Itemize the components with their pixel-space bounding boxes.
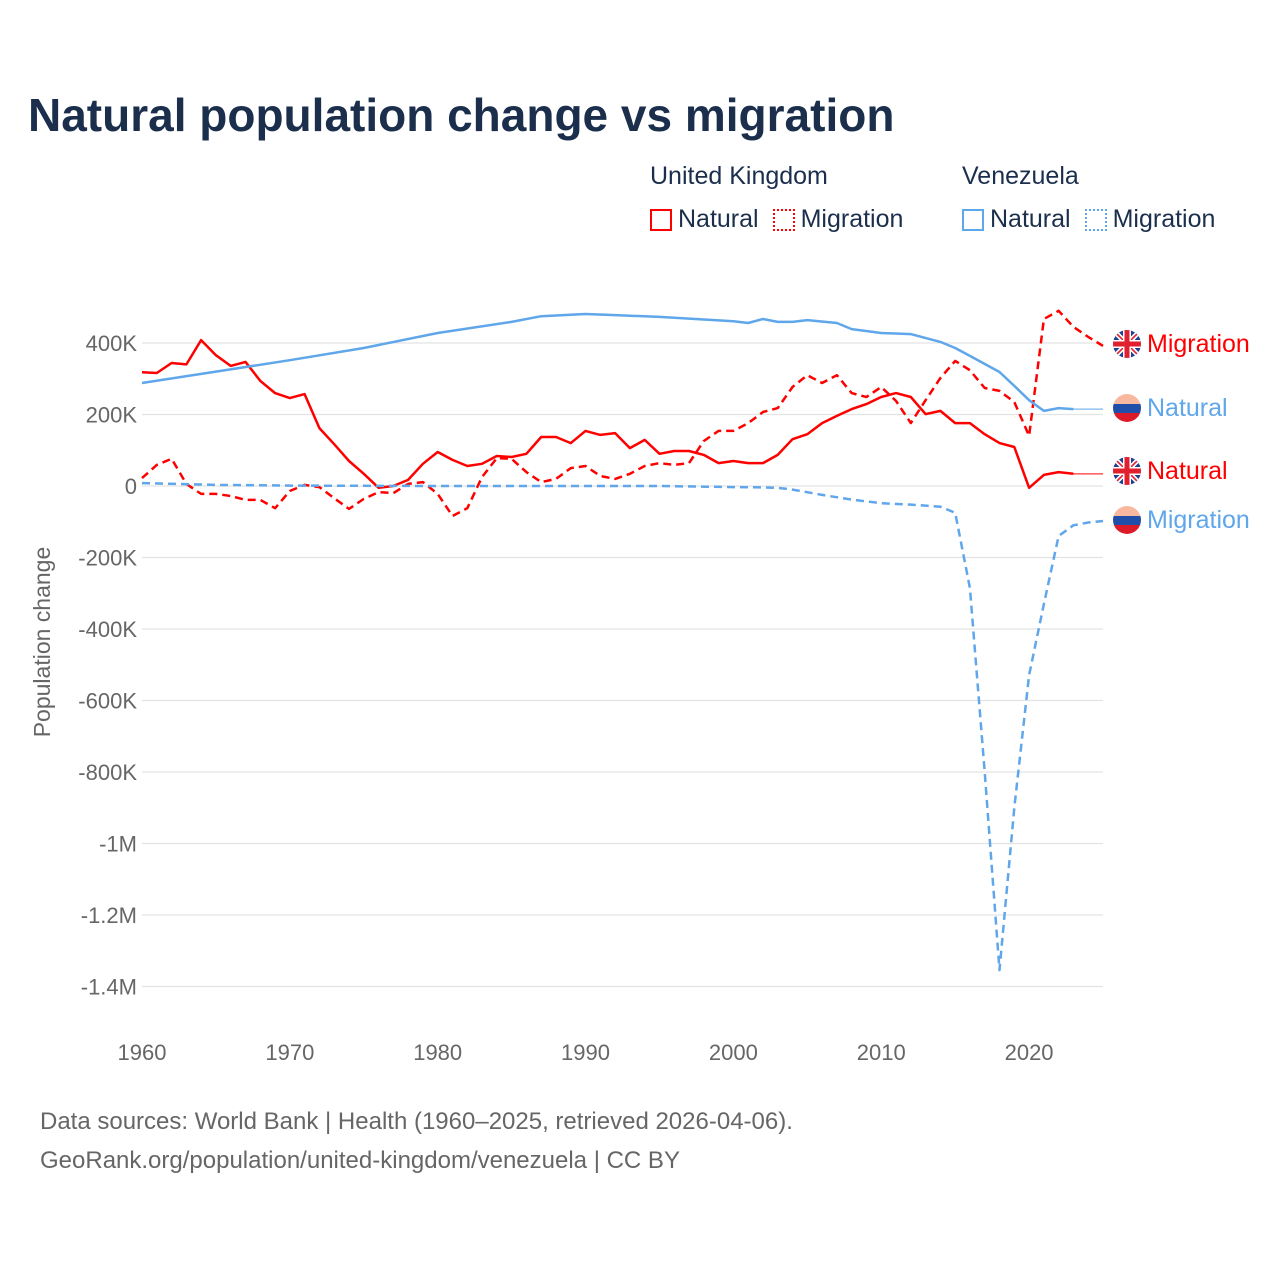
x-tick-label: 1980 (413, 1040, 462, 1065)
y-tick-label: -800K (78, 760, 137, 785)
legend-item-label: Migration (800, 205, 904, 233)
chart-title: Natural population change vs migration (28, 89, 895, 141)
legend-item-uk-migration[interactable]: Migration (772, 205, 904, 234)
end-label-united-kingdom-migration: Migration (1147, 330, 1250, 358)
x-axis-ticks: 1960 1970 1980 1990 2000 2010 2020 (118, 1040, 1054, 1065)
y-tick-label: -1M (99, 832, 137, 857)
y-tick-label: -200K (78, 546, 137, 571)
end-labels: Migration Natural Natural Migration (1113, 330, 1250, 534)
series-lines (141, 309, 1104, 972)
legend-item-venezuela-migration[interactable]: Migration (1084, 205, 1216, 234)
flag-venezuela-icon (1113, 394, 1141, 422)
solid-line-swatch-icon (650, 208, 672, 231)
x-tick-label: 1960 (118, 1040, 167, 1065)
y-tick-label: -1.4M (81, 975, 137, 1000)
y-axis-ticks: 400K 200K 0 -200K -400K -600K -800K -1M -1.2M -1.… (78, 331, 137, 1000)
legend-item-uk-natural[interactable]: Natural (650, 205, 759, 234)
legend-country-label: Venezuela (962, 162, 1079, 190)
dashed-line-swatch-icon (1084, 208, 1107, 231)
dashed-line-swatch-icon (772, 208, 795, 231)
footer-source: Data sources: World Bank | Health (1960–… (40, 1108, 793, 1135)
solid-line-swatch-icon (962, 208, 984, 231)
footer-url[interactable]: GeoRank.org/population/united-kingdom/ve… (40, 1147, 680, 1174)
series-line-united-kingdom-natural[interactable] (141, 338, 1074, 490)
x-tick-label: 1970 (265, 1040, 314, 1065)
x-tick-label: 1990 (561, 1040, 610, 1065)
end-label-venezuela-natural: Natural (1147, 394, 1228, 422)
flag-united-kingdom-icon (1113, 330, 1141, 358)
legend-country-label: United Kingdom (650, 162, 828, 190)
end-label-venezuela-migration: Migration (1147, 506, 1250, 534)
legend-item-venezuela-natural[interactable]: Natural (962, 205, 1071, 234)
legend-item-label: Migration (1112, 205, 1216, 233)
x-tick-label: 2020 (1005, 1040, 1054, 1065)
x-tick-label: 2000 (709, 1040, 758, 1065)
flag-venezuela-icon (1113, 506, 1141, 534)
x-tick-label: 2010 (857, 1040, 906, 1065)
legend-venezuela: Venezuela Natural Migration (962, 162, 1215, 234)
series-line-venezuela-natural[interactable] (141, 312, 1074, 413)
y-tick-label: 0 (125, 474, 137, 499)
flag-united-kingdom-icon (1113, 457, 1141, 485)
y-tick-label: -600K (78, 689, 137, 714)
legend-united-kingdom: United Kingdom Natural Migration (650, 162, 903, 234)
y-tick-label: -400K (78, 617, 137, 642)
series-line-venezuela-migration[interactable] (141, 481, 1104, 972)
gridlines (142, 342, 1103, 988)
y-tick-label: 200K (86, 403, 138, 428)
legend-item-label: Natural (678, 205, 759, 233)
y-tick-label: 400K (86, 331, 138, 356)
end-label-united-kingdom-natural: Natural (1147, 457, 1228, 485)
y-axis-label: Population change (29, 547, 55, 738)
legend-item-label: Natural (990, 205, 1071, 233)
y-tick-label: -1.2M (81, 903, 137, 928)
